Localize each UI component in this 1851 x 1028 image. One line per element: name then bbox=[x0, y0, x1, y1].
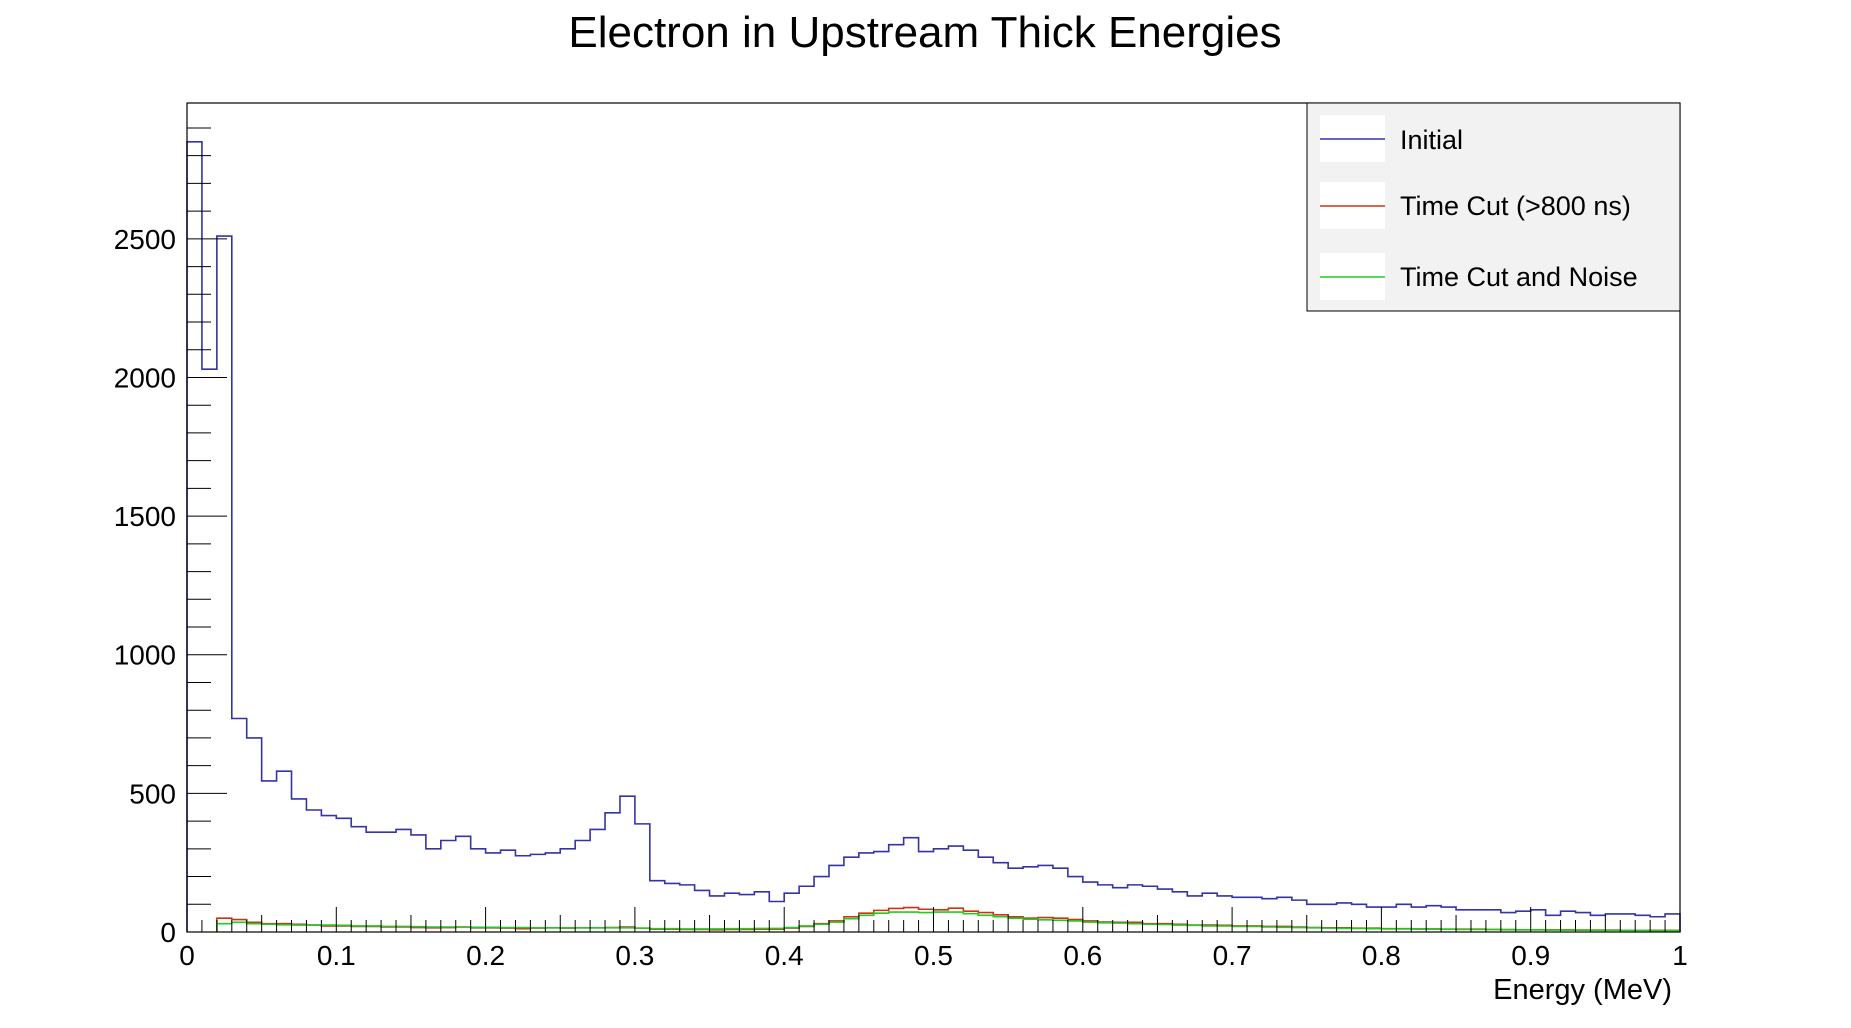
series-line-initial bbox=[186, 141, 1681, 932]
x-tick-label: 0.2 bbox=[466, 940, 505, 971]
y-tick-label: 500 bbox=[129, 778, 176, 809]
chart-title: Electron in Upstream Thick Energies bbox=[568, 8, 1281, 57]
legend-label-time-cut: Time Cut (>800 ns) bbox=[1400, 191, 1631, 221]
y-tick-label: 1000 bbox=[114, 640, 176, 671]
legend-label-time-cut-noise: Time Cut and Noise bbox=[1400, 262, 1638, 292]
legend: Initial Time Cut (>800 ns) Time Cut and … bbox=[1306, 102, 1681, 312]
x-tick-label: 0.6 bbox=[1063, 940, 1102, 971]
y-tick-label: 1500 bbox=[114, 501, 176, 532]
y-tick-label: 0 bbox=[160, 917, 176, 948]
x-tick-label: 0.5 bbox=[914, 940, 953, 971]
x-tick-label: 0.9 bbox=[1511, 940, 1550, 971]
x-tick-label: 0.3 bbox=[615, 940, 654, 971]
series-line-time-cut-noise bbox=[216, 911, 1681, 932]
x-axis-label: Energy (MeV) bbox=[1493, 974, 1672, 1006]
x-tick-label: 1 bbox=[1672, 940, 1688, 971]
x-tick-label: 0.4 bbox=[765, 940, 804, 971]
legend-label-initial: Initial bbox=[1400, 125, 1463, 155]
x-tick-label: 0.1 bbox=[317, 940, 356, 971]
axis-layer: 0 0.1 0.2 0.3 0.4 0.5 0.6 0.7 0.8 0.9 1 0 500 1000 150… bbox=[114, 127, 1688, 971]
x-tick-label: 0.8 bbox=[1362, 940, 1401, 971]
x-tick-label: 0.7 bbox=[1213, 940, 1252, 971]
y-tick-label: 2500 bbox=[114, 224, 176, 255]
x-tick-label: 0 bbox=[179, 940, 195, 971]
y-tick-label: 2000 bbox=[114, 362, 176, 393]
